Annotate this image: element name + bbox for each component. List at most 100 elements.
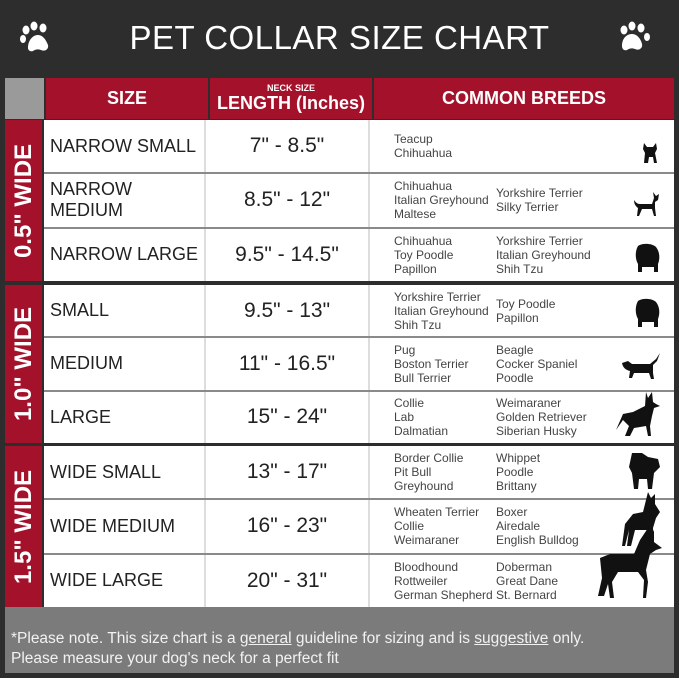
breeds-column: Yorkshire Terrier Silky Terrier bbox=[496, 186, 598, 214]
breed-name: Italian Greyhound bbox=[394, 193, 489, 208]
breed-name: Whippet bbox=[496, 451, 541, 466]
breed-name: Boston Terrier bbox=[394, 356, 469, 371]
table-row: WIDE SMALL 13" - 17" Border Collie Pit Bu… bbox=[44, 446, 674, 499]
paw-print-icon bbox=[620, 21, 650, 51]
breed-name: Yorkshire Terrier bbox=[496, 233, 583, 248]
shepherd-silhouette-icon bbox=[616, 391, 662, 439]
breeds-cell: Pug Boston Terrier Bull Terrier Beagle Cocke… bbox=[370, 338, 674, 389]
length-cell: 13" - 17" bbox=[206, 446, 370, 499]
breed-name: Airedale bbox=[496, 519, 541, 534]
header-neck-size-label: NECK SIZE bbox=[266, 83, 315, 93]
chihuahua-silhouette-icon bbox=[632, 190, 662, 223]
breed-name: Greyhound bbox=[394, 479, 454, 494]
breed-name: Collie bbox=[394, 396, 425, 411]
breed-name: Lab bbox=[394, 410, 415, 425]
header-size: SIZE bbox=[46, 78, 208, 119]
size-cell: WIDE LARGE bbox=[44, 554, 206, 607]
breed-name: Cocker Spaniel bbox=[496, 356, 578, 371]
breeds-cell: Chihuahua Italian Greyhound Maltese Yorkshi… bbox=[370, 174, 674, 226]
footer-underlined: general bbox=[239, 630, 292, 647]
table-row: NARROW MEDIUM 8.5" - 12" Chihuahua Italia… bbox=[44, 174, 674, 227]
breeds-cell: Teacup Chihuahua bbox=[370, 120, 674, 172]
breed-name: Yorkshire Terrier bbox=[394, 289, 481, 304]
breed-name: Silky Terrier bbox=[496, 200, 559, 215]
breeds-column: Boxer Airedale English Bulldog bbox=[496, 505, 598, 547]
width-label: 0.5" WIDE bbox=[5, 120, 44, 281]
breed-name: Chihuahua bbox=[394, 179, 453, 194]
bulldog-silhouette-icon bbox=[628, 451, 662, 494]
breed-name: Weimaraner bbox=[496, 396, 562, 411]
breeds-column: Weimaraner Golden Retriever Siberian Husky bbox=[496, 396, 598, 438]
width-label: 1.5" WIDE bbox=[5, 446, 44, 607]
breeds-column: Whippet Poodle Brittany bbox=[496, 451, 598, 493]
doberman-silhouette-icon bbox=[592, 527, 662, 603]
breed-name: Collie bbox=[394, 519, 425, 534]
table-row: NARROW LARGE 9.5" - 14.5" Chihuahua Toy P… bbox=[44, 228, 674, 281]
length-cell: 9.5" - 14.5" bbox=[206, 228, 370, 281]
breed-name: Papillon bbox=[496, 310, 539, 325]
collar-width-group: 1.0" WIDE SMALL 9.5" - 13" Yorkshire Ter… bbox=[5, 285, 674, 443]
length-cell: 7" - 8.5" bbox=[206, 120, 370, 173]
breeds-column: Wheaten Terrier Collie Weimaraner bbox=[394, 505, 496, 547]
size-cell: MEDIUM bbox=[44, 338, 206, 390]
breed-name: Border Collie bbox=[394, 451, 464, 466]
header-size-label: SIZE bbox=[106, 88, 147, 108]
breed-name: Yorkshire Terrier bbox=[496, 186, 583, 201]
breeds-cell: Wheaten Terrier Collie Weimaraner Boxer Aire… bbox=[370, 491, 674, 552]
breed-name: Bloodhound bbox=[394, 559, 459, 574]
breeds-column: Collie Lab Dalmatian bbox=[394, 396, 496, 438]
breed-name: Chihuahua bbox=[394, 233, 453, 248]
header-length-label: LENGTH (Inches) bbox=[216, 93, 365, 113]
length-cell: 8.5" - 12" bbox=[206, 174, 370, 227]
breed-name: Toy Poodle bbox=[394, 247, 454, 262]
breeds-column: Doberman Great Dane St. Bernard bbox=[496, 560, 598, 602]
footer-underlined: suggestive bbox=[474, 630, 549, 647]
pitbull-silhouette-icon bbox=[618, 491, 662, 549]
width-label-text: 1.0" WIDE bbox=[9, 306, 37, 422]
pomeranian-silhouette-icon bbox=[632, 242, 662, 277]
size-cell: NARROW LARGE bbox=[44, 228, 206, 281]
paw-print-icon bbox=[20, 21, 49, 52]
dachshund-silhouette-icon bbox=[620, 352, 662, 386]
breed-name: Rottweiler bbox=[394, 573, 448, 588]
breeds-cell: Yorkshire Terrier Italian Greyhound Shih T… bbox=[370, 285, 674, 336]
header-breeds: COMMON BREEDS bbox=[374, 78, 674, 119]
breed-name: St. Bernard bbox=[496, 587, 557, 602]
breed-name: Weimaraner bbox=[394, 533, 460, 548]
breed-name: Dalmatian bbox=[394, 424, 449, 439]
breed-name: Beagle bbox=[496, 342, 534, 357]
length-cell: 9.5" - 13" bbox=[206, 285, 370, 337]
table-row: WIDE LARGE 20" - 31" Bloodhound Rottweile… bbox=[44, 527, 674, 607]
breed-name: Teacup bbox=[394, 132, 433, 147]
breeds-column: Chihuahua Toy Poodle Papillon bbox=[394, 234, 496, 276]
breed-name: Italian Greyhound bbox=[496, 247, 591, 262]
collar-width-group: 0.5" WIDE NARROW SMALL 7" - 8.5" Teacup C… bbox=[5, 120, 674, 281]
breed-name: Great Dane bbox=[496, 573, 559, 588]
breed-name: Siberian Husky bbox=[496, 424, 577, 439]
breed-name: Boxer bbox=[496, 505, 528, 520]
header-corner bbox=[5, 78, 44, 119]
table-row: WIDE MEDIUM 16" - 23" Wheaten Terrier Col… bbox=[44, 491, 674, 553]
width-label-text: 0.5" WIDE bbox=[9, 143, 37, 258]
length-cell: 16" - 23" bbox=[206, 500, 370, 553]
breeds-column: Pug Boston Terrier Bull Terrier bbox=[394, 343, 496, 385]
size-cell: NARROW SMALL bbox=[44, 120, 206, 173]
breed-name: Papillon bbox=[394, 261, 437, 276]
table-row: MEDIUM 11" - 16.5" Pug Boston Terrier Bull… bbox=[44, 338, 674, 390]
breeds-column: Bloodhound Rottweiler German Shepherd bbox=[394, 560, 496, 602]
footer-text: guideline for sizing and is bbox=[291, 630, 475, 647]
breed-name: Pit Bull bbox=[394, 465, 432, 480]
size-cell: LARGE bbox=[44, 391, 206, 443]
breed-name: Pug bbox=[394, 342, 416, 357]
breed-name: Doberman bbox=[496, 559, 553, 574]
table-row: NARROW SMALL 7" - 8.5" Teacup Chihuahua bbox=[44, 120, 674, 173]
header-breeds-label: COMMON BREEDS bbox=[441, 88, 606, 108]
breed-name: Toy Poodle bbox=[496, 296, 556, 311]
breeds-cell: Bloodhound Rottweiler German Shepherd Dober… bbox=[370, 527, 674, 607]
footer-line2: Please measure your dog's neck for a per… bbox=[11, 650, 339, 667]
breed-name: Italian Greyhound bbox=[394, 303, 489, 318]
footer-text: *Please note. This size chart is a bbox=[11, 630, 240, 647]
breeds-cell: Collie Lab Dalmatian Weimaraner Golden Retri… bbox=[370, 391, 674, 443]
table-row: SMALL 9.5" - 13" Yorkshire Terrier Italia… bbox=[44, 285, 674, 337]
length-cell: 15" - 24" bbox=[206, 391, 370, 443]
